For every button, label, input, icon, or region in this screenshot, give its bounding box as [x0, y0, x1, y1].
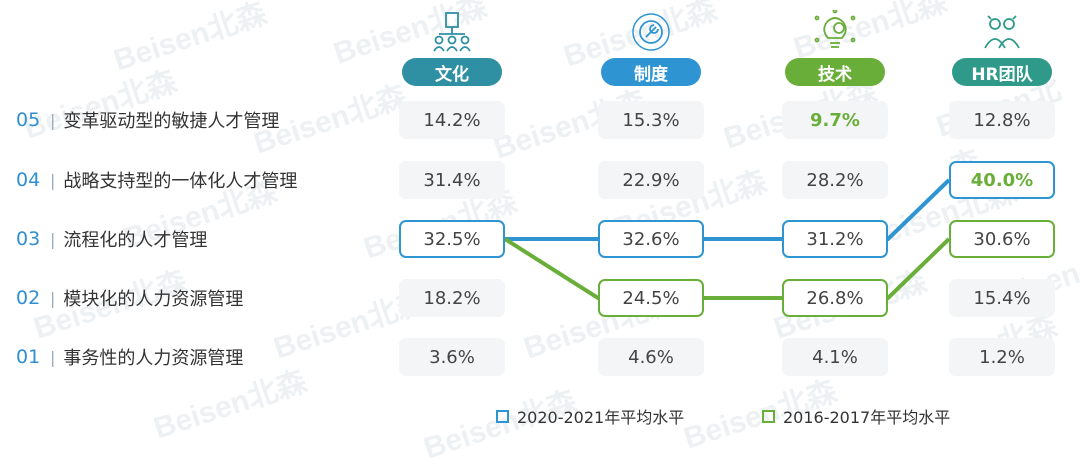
row-label: 02 | 模块化的人力资源管理: [16, 280, 243, 316]
value-cell: 3.6%: [399, 338, 505, 376]
column-header-4: HR团队: [952, 58, 1052, 86]
value-cell: 15.4%: [949, 279, 1055, 317]
row-title: 事务性的人力资源管理: [63, 348, 244, 369]
value-cell: 22.9%: [598, 161, 704, 199]
series-line-1: [505, 178, 951, 241]
legend-swatch: [496, 409, 509, 423]
series-lines: [503, 178, 951, 300]
value-cell: 1.2%: [949, 338, 1055, 376]
team-people-icon: [980, 10, 1024, 54]
row-label: 01 | 事务性的人力资源管理: [16, 339, 243, 375]
row-number: 02: [16, 287, 41, 309]
row-number: 05: [16, 109, 41, 131]
row-separator: |: [50, 170, 56, 190]
row-label: 04 | 战略支持型的一体化人才管理: [16, 162, 297, 198]
value-cell: 15.3%: [598, 101, 704, 139]
legend-label: 2016-2017年平均水平: [783, 408, 951, 427]
legend-swatch: [762, 409, 775, 423]
value-cell: 18.2%: [399, 279, 505, 317]
row-title: 模块化的人力资源管理: [63, 289, 244, 310]
value-cell: 31.4%: [399, 161, 505, 199]
column-header-1: 文化: [402, 58, 502, 86]
row-title: 战略支持型的一体化人才管理: [63, 171, 298, 192]
value-cell: 14.2%: [399, 101, 505, 139]
row-label: 05 | 变革驱动型的敏捷人才管理: [16, 102, 279, 138]
value-cell: 26.8%: [782, 279, 888, 317]
chart-stage: Beisen北森 Beisen北森 Beisen北森 Beisen北森 Beisen北森…: [16, 0, 1080, 465]
column-header-2: 制度: [601, 58, 701, 86]
value-cell: 28.2%: [782, 161, 888, 199]
value-cell: 9.7%: [782, 101, 888, 139]
value-cell: 30.6%: [949, 220, 1055, 258]
value-cell: 4.1%: [782, 338, 888, 376]
row-separator: |: [50, 288, 56, 308]
series-line-2: [503, 237, 951, 300]
value-cell: 24.5%: [598, 279, 704, 317]
row-number: 03: [16, 228, 41, 250]
lightbulb-gear-icon: [813, 8, 857, 54]
row-title: 变革驱动型的敏捷人才管理: [63, 111, 280, 132]
row-separator: |: [50, 347, 56, 367]
row-number: 04: [16, 169, 41, 191]
row-title: 流程化的人才管理: [63, 230, 208, 251]
value-cell: 31.2%: [782, 220, 888, 258]
legend-item: 2020-2021年平均水平: [496, 404, 684, 428]
row-label: 03 | 流程化的人才管理: [16, 221, 207, 257]
value-cell: 32.6%: [598, 220, 704, 258]
legend-item: 2016-2017年平均水平: [762, 404, 950, 428]
value-cell: 40.0%: [949, 161, 1055, 199]
column-header-3: 技术: [785, 58, 885, 86]
value-cell: 32.5%: [399, 220, 505, 258]
row-separator: |: [50, 110, 56, 130]
row-separator: |: [50, 229, 56, 249]
legend-label: 2020-2021年平均水平: [517, 408, 685, 427]
row-number: 01: [16, 346, 41, 368]
people-org-icon: [430, 10, 474, 54]
value-cell: 12.8%: [949, 101, 1055, 139]
gear-wrench-icon: [629, 10, 673, 54]
value-cell: 4.6%: [598, 338, 704, 376]
